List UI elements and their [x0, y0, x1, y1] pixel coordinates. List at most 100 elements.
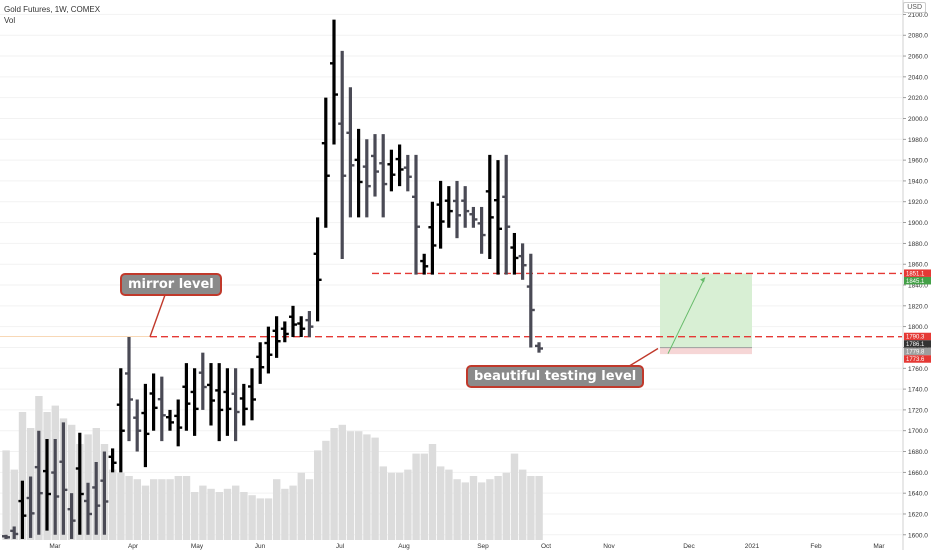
volume-bar-42 [346, 431, 355, 540]
y-tick-label-0: 1600.0 [908, 532, 928, 539]
volume-bar-39 [322, 440, 330, 540]
y-tick-label-12: 1840.0 [908, 283, 928, 290]
currency-button[interactable]: USD [903, 2, 926, 13]
projection-arrowhead [700, 277, 705, 283]
price-label-3: 1786.1 [906, 342, 925, 348]
x-tick-label-6: Sep [477, 543, 489, 550]
volume-bar-58 [478, 482, 486, 540]
x-tick-label-2: May [191, 543, 204, 550]
volume-bar-26 [215, 492, 223, 540]
y-tick-label-5: 1700.0 [908, 428, 928, 435]
volume-bar-65 [535, 476, 543, 540]
x-tick-label-1: Apr [128, 543, 139, 550]
volume-bar-31 [256, 498, 264, 540]
volume-bar-33 [273, 479, 281, 540]
stop-zone [660, 347, 752, 355]
x-tick-label-10: 2021 [745, 543, 760, 550]
volume-bar-38 [314, 450, 322, 540]
y-tick-label-4: 1680.0 [908, 449, 928, 456]
x-tick-label-7: Oct [541, 543, 551, 550]
projection-arrow [667, 277, 706, 354]
y-tick-label-14: 1880.0 [908, 241, 928, 248]
volume-bar-63 [519, 469, 527, 540]
x-tick-label-4: Jul [336, 543, 345, 550]
price-label-4: 1779.8 [906, 350, 925, 356]
volume-bar-53 [437, 466, 445, 540]
volume-bar-48 [396, 472, 404, 540]
y-tick-label-25: 2100.0 [908, 12, 928, 19]
volume-bar-59 [486, 479, 494, 540]
volume-bar-24 [199, 485, 207, 540]
x-tick-label-3: Jun [255, 543, 266, 550]
volume-bar-14 [117, 472, 125, 540]
volume-bar-54 [445, 469, 453, 540]
volume-bar-41 [338, 424, 346, 540]
volume-bar-47 [387, 472, 396, 540]
volume-bar-21 [174, 476, 182, 540]
volume-bar-8 [68, 424, 76, 540]
volume-bar-56 [461, 482, 469, 540]
testing-level-callout: beautiful testing level [466, 365, 645, 388]
price-label-bg-1 [904, 276, 931, 285]
volume-bar-55 [453, 479, 461, 540]
y-tick-label-20: 2000.0 [908, 116, 928, 123]
x-tick-label-12: Mar [873, 543, 885, 550]
y-tick-label-13: 1860.0 [908, 262, 928, 269]
y-tick-label-11: 1820.0 [908, 303, 928, 310]
y-tick-label-1: 1620.0 [908, 511, 928, 518]
target-zone [660, 273, 752, 348]
y-tick-label-18: 1960.0 [908, 158, 928, 165]
y-tick-label-2: 1640.0 [908, 491, 928, 498]
volume-bar-18 [150, 479, 158, 540]
volume-bar-25 [207, 488, 215, 540]
price-label-bg-4 [904, 347, 931, 356]
price-label-bg-2 [904, 332, 931, 341]
volume-bar-19 [158, 479, 166, 540]
price-label-bg-5 [904, 355, 931, 363]
volume-bar-46 [379, 466, 387, 540]
mirror-callout-pointer [149, 294, 166, 337]
volume-bar-32 [264, 498, 273, 540]
volume-bar-60 [494, 476, 502, 540]
volume-bar-62 [510, 453, 519, 540]
y-tick-label-16: 1920.0 [908, 199, 928, 206]
volume-bar-57 [469, 476, 478, 540]
y-tick-label-21: 2020.0 [908, 95, 928, 102]
price-label-5: 1773.6 [906, 357, 925, 363]
y-tick-label-8: 1760.0 [908, 366, 928, 373]
volume-bar-22 [182, 476, 191, 540]
x-tick-label-11: Feb [810, 543, 822, 550]
volume-indicator-label: Vol [4, 16, 16, 25]
y-tick-label-24: 2080.0 [908, 33, 928, 40]
volume-bar-27 [223, 488, 232, 540]
volume-bar-28 [232, 485, 240, 540]
volume-bar-61 [502, 472, 510, 540]
y-tick-label-6: 1720.0 [908, 407, 928, 414]
volume-bar-64 [527, 476, 535, 540]
x-tick-label-5: Aug [398, 543, 410, 550]
volume-bar-2 [18, 412, 27, 540]
volume-bar-1 [10, 469, 18, 540]
mirror-level-callout: mirror level [120, 273, 222, 296]
volume-bar-36 [297, 472, 305, 540]
volume-bar-15 [125, 476, 133, 540]
x-tick-label-9: Dec [683, 543, 695, 550]
chart-title: Gold Futures, 1W, COMEX [4, 5, 101, 14]
volume-bar-35 [289, 485, 297, 540]
price-label-0: 1851.1 [906, 271, 925, 277]
volume-bar-45 [371, 437, 379, 540]
x-tick-label-0: Mar [49, 543, 61, 550]
volume-bar-44 [363, 434, 371, 540]
volume-bar-34 [281, 488, 289, 540]
y-tick-label-23: 2060.0 [908, 54, 928, 61]
y-tick-label-7: 1740.0 [908, 387, 928, 394]
volume-bar-49 [404, 469, 412, 540]
volume-bar-30 [248, 495, 256, 540]
volume-bar-43 [355, 431, 363, 540]
volume-bar-17 [141, 485, 150, 540]
volume-bar-40 [330, 428, 338, 540]
x-tick-label-8: Nov [603, 543, 615, 550]
volume-bar-51 [420, 453, 428, 540]
price-label-2: 1790.3 [906, 335, 925, 341]
